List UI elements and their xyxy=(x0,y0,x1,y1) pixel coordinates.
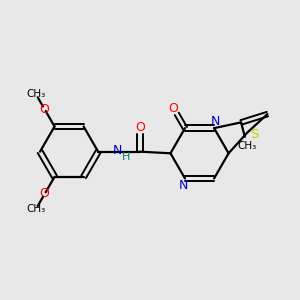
Text: CH₃: CH₃ xyxy=(238,141,257,151)
Text: O: O xyxy=(135,121,145,134)
Text: N: N xyxy=(179,179,188,192)
Text: O: O xyxy=(40,103,50,116)
Text: O: O xyxy=(40,188,50,200)
Text: O: O xyxy=(169,102,178,115)
Text: N: N xyxy=(211,115,220,128)
Text: CH₃: CH₃ xyxy=(26,204,45,214)
Text: H: H xyxy=(122,152,130,162)
Text: N: N xyxy=(112,144,122,157)
Text: S: S xyxy=(250,128,259,141)
Text: CH₃: CH₃ xyxy=(26,89,45,99)
